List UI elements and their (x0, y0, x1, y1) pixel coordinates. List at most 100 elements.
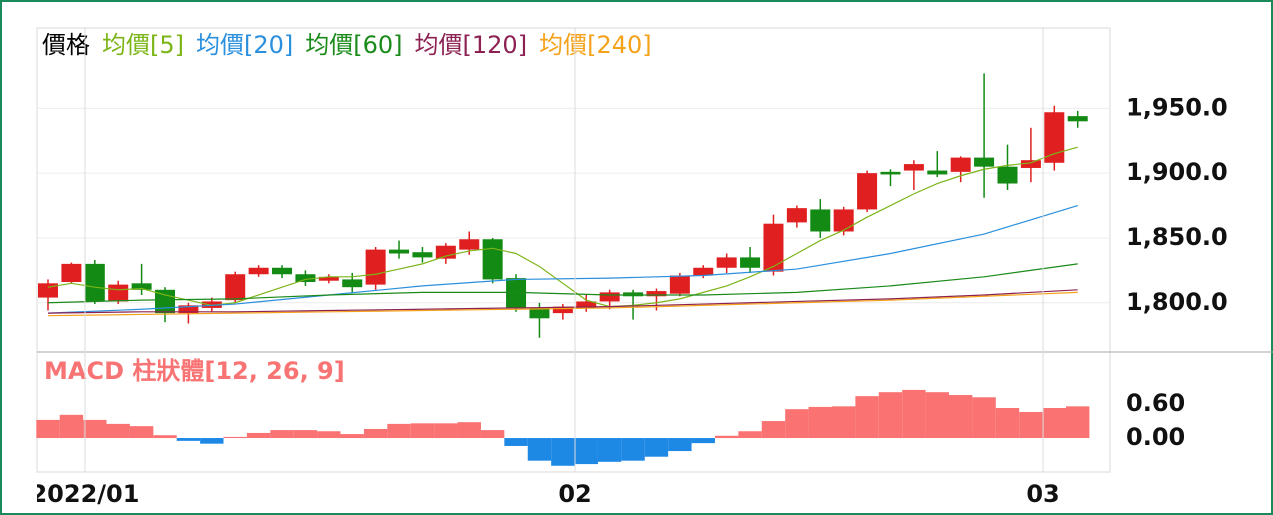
candle-body (342, 279, 363, 288)
macd-bar (340, 434, 364, 439)
candle-body (435, 245, 456, 259)
macd-bar (504, 438, 528, 446)
macd-bar (176, 438, 201, 441)
y-tick-label: 1,850.0 (1126, 223, 1228, 251)
legend-entry: 均價[5] (102, 31, 184, 59)
candle-body (903, 164, 924, 171)
candle-body (412, 252, 433, 258)
candle-body (693, 267, 714, 276)
candle-body (857, 173, 878, 210)
candle-body (646, 291, 667, 297)
macd-bar (551, 438, 575, 466)
y-tick-label: 0.00 (1126, 423, 1185, 451)
candle-body (552, 306, 573, 314)
x-tick-label: 2022/01 (30, 480, 139, 508)
candle-body (833, 209, 854, 232)
macd-bar (387, 423, 411, 439)
macd-bar (153, 435, 177, 439)
macd-bar (644, 438, 669, 457)
y-tick-label: 0.60 (1126, 389, 1185, 417)
legend-entry: 均價[20] (196, 31, 293, 59)
macd-bar (1042, 408, 1067, 439)
ma-line (47, 289, 1078, 314)
macd-bar (597, 438, 622, 462)
candle-body (482, 239, 503, 280)
macd-bar (223, 436, 247, 439)
ma-line (47, 291, 1078, 317)
candle-body (318, 276, 339, 281)
candle-body (1044, 112, 1065, 163)
candle-body (84, 263, 105, 302)
candle-body (623, 292, 644, 297)
macd-bar (785, 409, 809, 439)
ma-line (47, 263, 1078, 304)
macd-bar (761, 421, 786, 439)
macd-bar (972, 397, 996, 439)
macd-bar (1019, 412, 1043, 439)
ma-line (47, 204, 1078, 314)
candle-body (599, 292, 620, 302)
macd-bar (738, 431, 762, 439)
candle-body (295, 274, 316, 283)
macd-bar (691, 438, 715, 444)
candle-body (576, 301, 597, 308)
candle-body (669, 275, 690, 294)
macd-bar (878, 392, 903, 439)
macd-bar (59, 414, 84, 439)
candle-body (131, 283, 152, 290)
x-tick-label: 02 (558, 480, 591, 508)
macd-bar (621, 438, 645, 461)
candle-body (225, 274, 246, 301)
macd-bar (246, 432, 271, 439)
candle-body (365, 249, 386, 285)
candle-body (763, 223, 784, 272)
candle-body (974, 157, 995, 167)
legend-entry: 均價[120] (415, 31, 528, 59)
candle-body (178, 305, 199, 314)
macd-bar (317, 431, 341, 439)
macd-bar (527, 438, 552, 461)
candle-body (786, 208, 807, 223)
candle-body (950, 157, 971, 172)
candle-body (740, 257, 761, 268)
x-tick-label: 03 (1026, 480, 1059, 508)
candle-body (272, 267, 293, 275)
candle-body (1067, 116, 1088, 122)
macd-bar (714, 435, 739, 439)
macd-bar (106, 423, 130, 439)
candle-body (108, 284, 129, 302)
candle-body (927, 170, 948, 175)
macd-bar (129, 426, 154, 439)
macd-bar (574, 438, 598, 465)
legend-entry: 價格 (42, 31, 90, 59)
macd-title: MACD 柱狀體[12, 26, 9] (44, 357, 345, 385)
candle-body (201, 301, 222, 308)
candle-body (529, 307, 550, 319)
candle-body (61, 263, 82, 283)
candle-body (459, 239, 480, 250)
macd-bar (36, 419, 60, 439)
legend-entry: 均價[240] (539, 31, 652, 59)
macd-bar (925, 392, 949, 439)
macd-bar (902, 389, 926, 439)
macd-bar (995, 408, 1020, 439)
macd-bar (83, 419, 107, 439)
plot-border (36, 27, 1111, 473)
candle-body (716, 257, 737, 268)
macd-bar (855, 396, 879, 439)
candle-body (248, 267, 269, 275)
macd-bar (948, 395, 973, 439)
macd-bar (200, 438, 224, 444)
candle-body (997, 166, 1018, 184)
macd-bar (808, 406, 832, 439)
candle-body (1020, 160, 1041, 168)
y-tick-label: 1,950.0 (1126, 93, 1228, 121)
macd-bar (457, 422, 481, 439)
macd-bar (480, 430, 505, 439)
candle-body (389, 249, 410, 254)
y-tick-label: 1,900.0 (1126, 158, 1228, 186)
macd-bar (434, 423, 458, 439)
legend-entry: 均價[60] (305, 31, 402, 59)
macd-bar (270, 430, 294, 439)
